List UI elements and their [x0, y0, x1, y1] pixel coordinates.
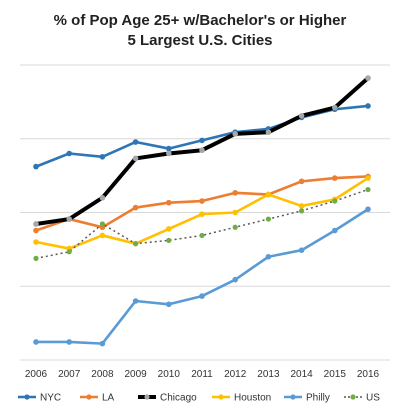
data-point-la [132, 204, 139, 211]
data-point-nyc [66, 150, 72, 157]
legend-label-us: US [366, 393, 380, 404]
data-point-us [66, 249, 72, 255]
data-point-philly [33, 339, 39, 345]
data-point-philly [298, 247, 305, 253]
data-point-nyc [132, 139, 139, 145]
data-point-nyc [33, 163, 39, 170]
data-point-us [99, 221, 105, 227]
data-point-us [33, 255, 39, 261]
data-point-la [199, 198, 205, 204]
x-tick-label: 2013 [257, 369, 280, 380]
legend-label-la: LA [102, 393, 115, 404]
legend-label-nyc: NYC [40, 393, 61, 404]
data-point-la [332, 175, 338, 181]
chart-title: % of Pop Age 25+ w/Bachelor's or Higher [53, 12, 347, 29]
data-point-chicago [265, 129, 272, 135]
data-point-philly [66, 339, 72, 345]
legend-marker-us [350, 394, 356, 400]
legend-label-houston: Houston [234, 393, 271, 404]
data-point-chicago [166, 150, 172, 157]
data-point-chicago [365, 75, 371, 81]
x-tick-label: 2009 [124, 369, 147, 380]
series-line-nyc [35, 104, 369, 168]
data-point-philly [199, 293, 205, 299]
data-point-la [232, 190, 238, 196]
data-point-houston [232, 209, 238, 216]
data-point-us [232, 224, 238, 230]
data-point-houston [166, 226, 172, 232]
data-point-chicago [132, 155, 139, 162]
data-point-us [299, 208, 305, 214]
x-tick-label: 2008 [91, 369, 114, 380]
data-point-philly [166, 301, 172, 308]
data-point-houston [265, 191, 272, 198]
legend-marker-philly [290, 394, 296, 400]
data-point-philly [265, 253, 272, 260]
data-point-us [133, 241, 139, 247]
data-point-houston [365, 175, 371, 181]
data-point-us [332, 198, 338, 204]
data-point-chicago [298, 113, 305, 119]
data-point-houston [33, 239, 39, 245]
x-tick-label: 2012 [224, 369, 247, 380]
legend-marker-la [86, 394, 92, 400]
data-point-nyc [365, 103, 371, 109]
legend-label-chicago: Chicago [160, 393, 197, 404]
data-point-nyc [99, 153, 106, 160]
data-point-nyc [166, 145, 172, 152]
data-point-chicago [332, 104, 338, 111]
data-point-chicago [199, 147, 205, 154]
data-point-houston [199, 211, 205, 217]
data-point-chicago [99, 194, 106, 201]
data-point-chicago [232, 131, 238, 137]
data-point-houston [298, 203, 305, 209]
legend-marker-chicago [144, 394, 150, 400]
data-point-philly [99, 340, 106, 347]
data-point-us [365, 186, 371, 193]
chart-subtitle: 5 Largest U.S. Cities [127, 32, 273, 49]
x-tick-label: 2014 [290, 369, 313, 380]
legend-marker-nyc [24, 394, 30, 400]
data-point-philly [332, 227, 338, 234]
legend-marker-houston [218, 394, 224, 400]
data-point-nyc [199, 137, 205, 144]
legend-label-philly: Philly [306, 393, 330, 404]
series-line-philly [36, 208, 369, 345]
x-tick-label: 2006 [25, 369, 48, 380]
x-tick-label: 2011 [191, 369, 213, 380]
x-tick-label: 2010 [158, 369, 181, 380]
data-point-chicago [66, 216, 72, 222]
data-point-chicago [33, 221, 39, 227]
data-point-philly [365, 206, 371, 213]
data-point-la [166, 199, 172, 206]
data-point-houston [99, 232, 106, 239]
data-point-la [298, 178, 305, 185]
data-point-us [199, 232, 205, 239]
x-tick-label: 2015 [324, 369, 347, 380]
data-point-philly [232, 276, 238, 283]
data-point-us [265, 216, 271, 222]
x-tick-label: 2007 [58, 369, 81, 380]
series-line-us [35, 188, 369, 260]
data-point-la [33, 227, 39, 234]
x-tick-label: 2016 [357, 369, 380, 380]
data-point-philly [132, 298, 139, 304]
data-point-us [166, 237, 172, 243]
